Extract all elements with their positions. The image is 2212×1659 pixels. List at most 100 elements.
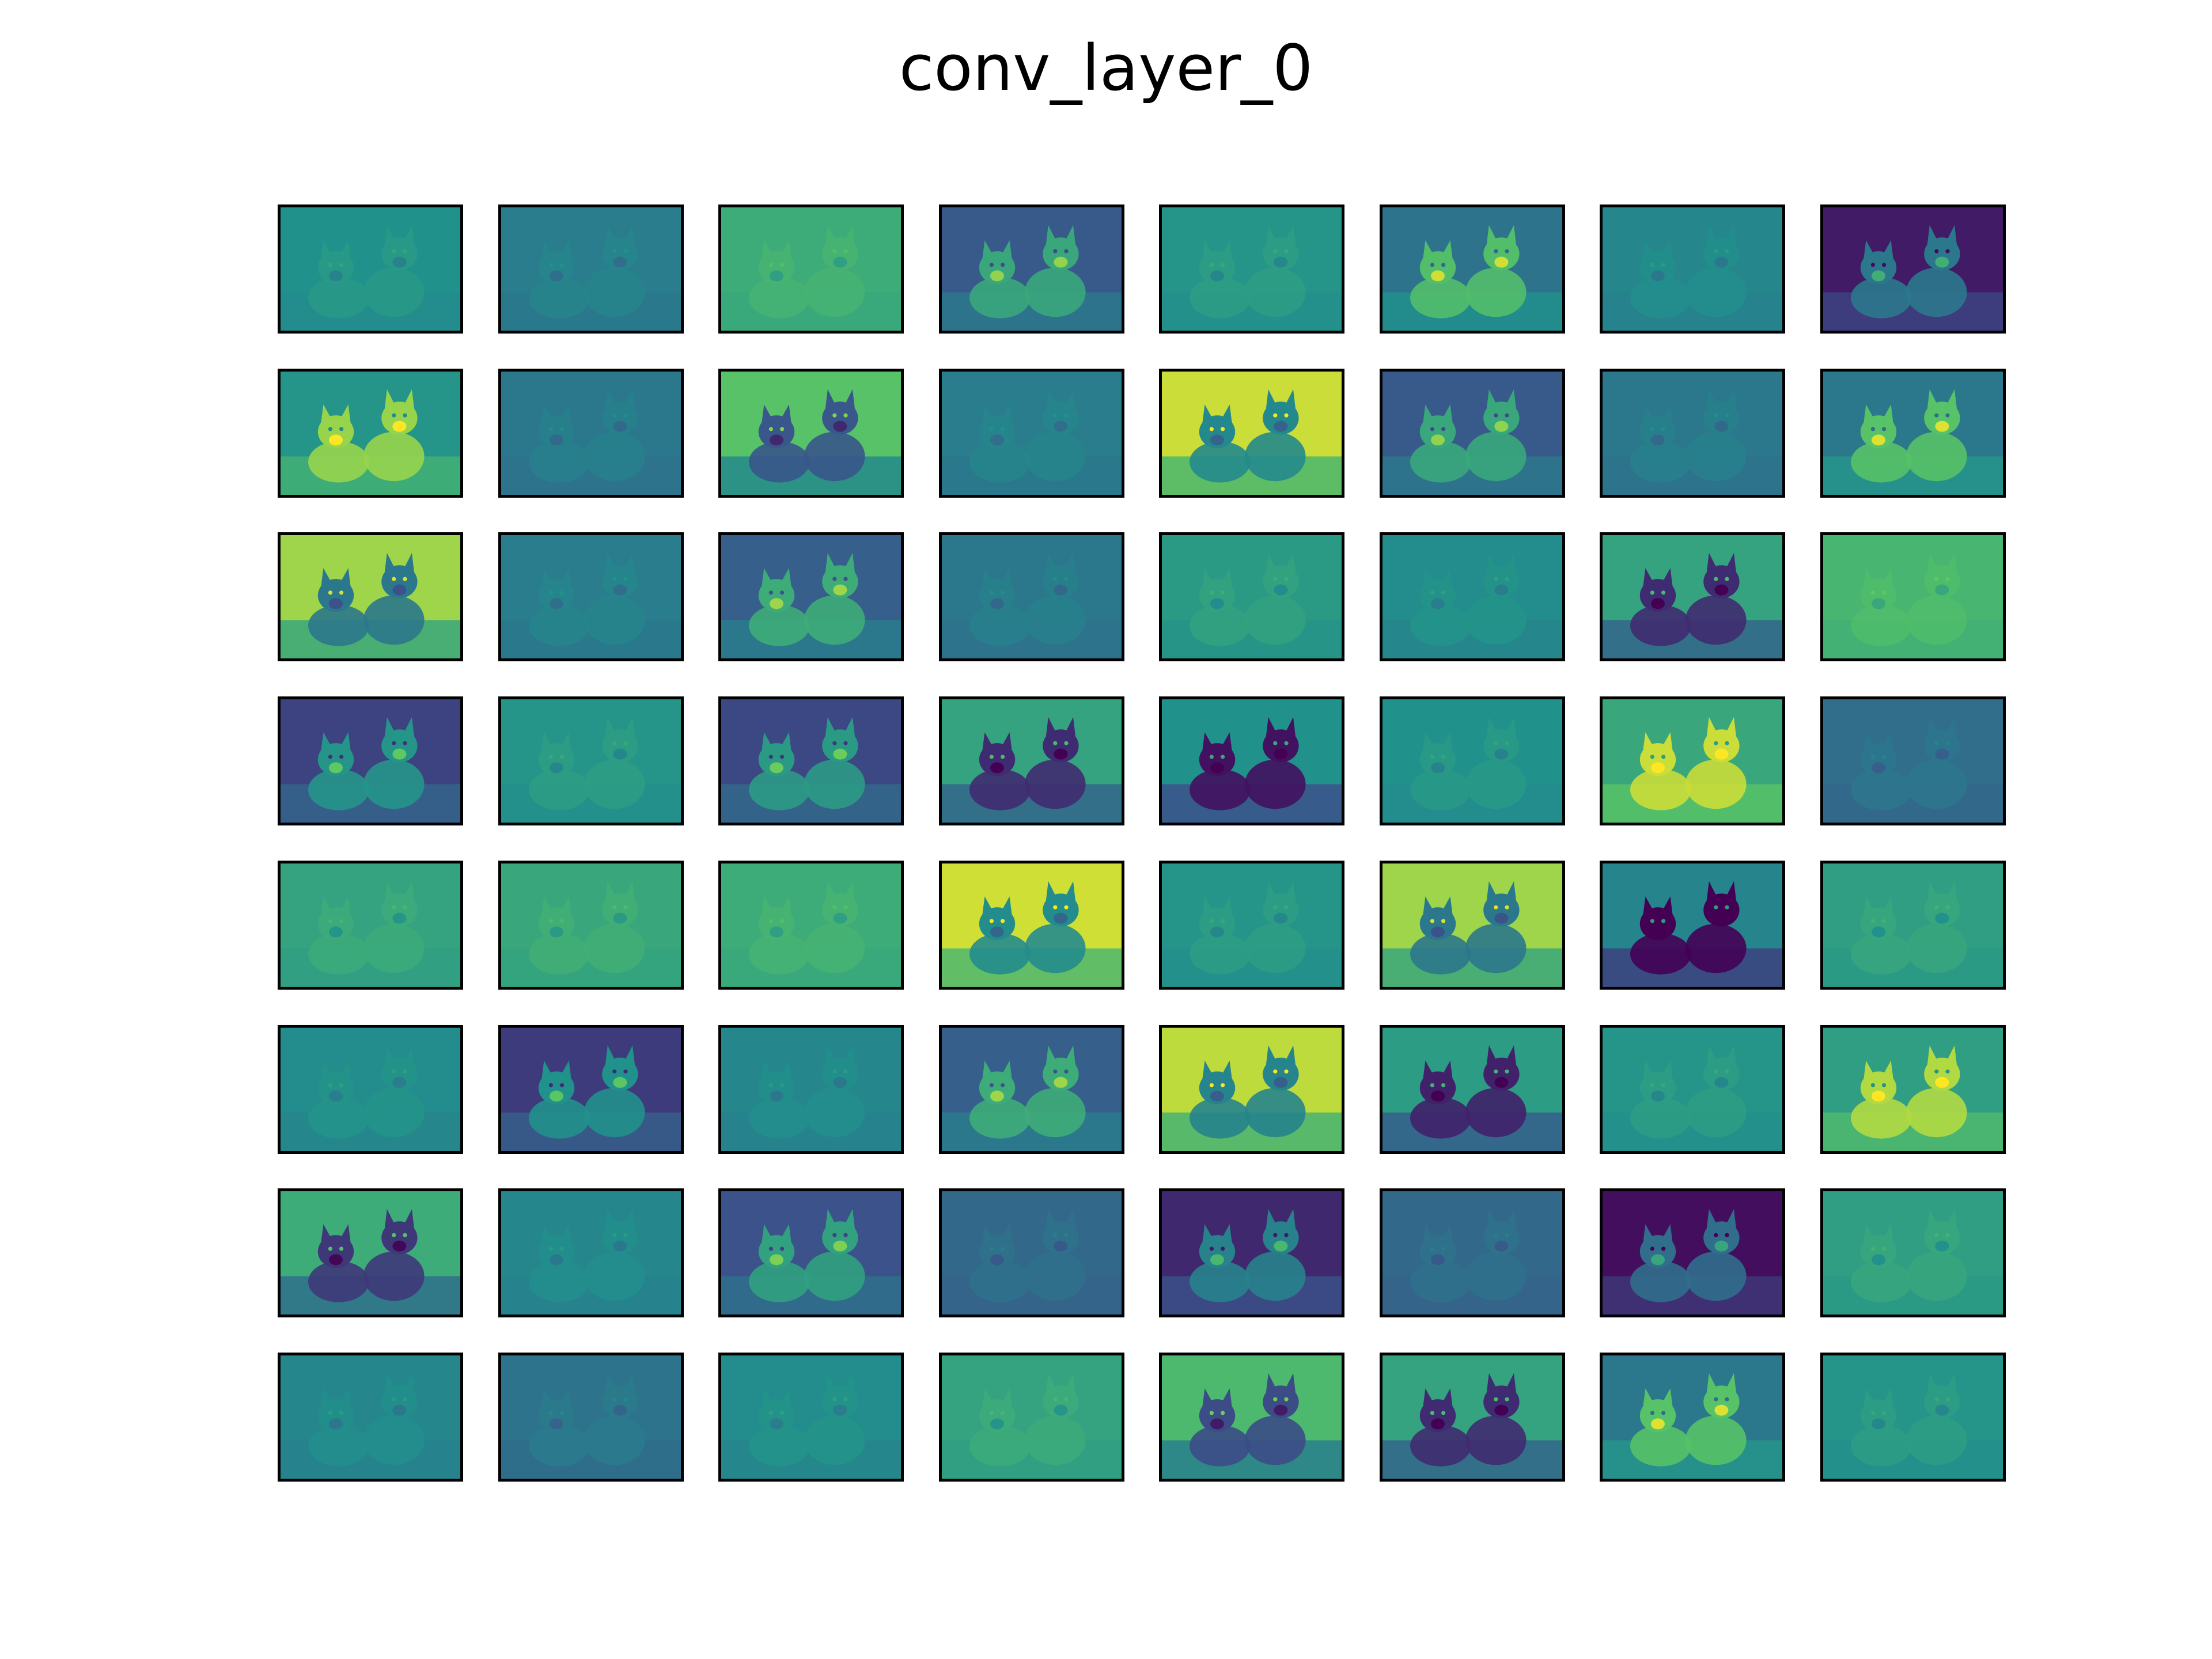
feature-map-image [1823,699,2003,823]
feature-map-image [281,1355,460,1479]
feature-map-14 [1600,369,1785,498]
feature-map-image [1603,372,1782,495]
feature-map-31 [1820,696,2006,825]
feature-map-image [1382,207,1562,331]
feature-map-33 [498,861,684,990]
feature-map-image [1823,863,2003,987]
feature-map-48 [278,1188,463,1317]
feature-map-image [281,1028,460,1151]
feature-map-image [1823,1028,2003,1151]
feature-map-image [281,372,460,495]
feature-map-image [721,1028,901,1151]
feature-map-15 [1820,369,2006,498]
feature-map-35 [939,861,1124,990]
feature-map-image [1603,1355,1782,1479]
feature-map-image [1382,372,1562,495]
feature-map-53 [1380,1188,1565,1317]
feature-map-image [721,207,901,331]
feature-map-24 [278,696,463,825]
feature-map-62 [1600,1353,1785,1482]
feature-map-25 [498,696,684,825]
feature-map-image [721,535,901,658]
feature-map-image [1382,1355,1562,1479]
feature-map-image [1162,863,1342,987]
feature-map-image [281,207,460,331]
feature-map-51 [939,1188,1124,1317]
feature-map-image [942,1191,1122,1315]
feature-map-image [1162,1028,1342,1151]
feature-map-image [501,207,681,331]
feature-map-58 [718,1353,904,1482]
feature-map-23 [1820,532,2006,661]
feature-map-image [501,1028,681,1151]
feature-map-image [1162,1191,1342,1315]
feature-map-5 [1380,204,1565,334]
feature-map-image [942,535,1122,658]
feature-map-image [1162,207,1342,331]
feature-map-image [942,207,1122,331]
feature-map-52 [1159,1188,1344,1317]
feature-map-13 [1380,369,1565,498]
feature-map-22 [1600,532,1785,661]
feature-map-19 [939,532,1124,661]
feature-map-38 [1600,861,1785,990]
feature-map-image [281,699,460,823]
feature-map-49 [498,1188,684,1317]
feature-map-image [1823,207,2003,331]
feature-map-image [1603,863,1782,987]
feature-map-0 [278,204,463,334]
feature-map-39 [1820,861,2006,990]
feature-map-image [1162,699,1342,823]
feature-map-36 [1159,861,1344,990]
feature-map-image [501,699,681,823]
feature-map-image [1603,1191,1782,1315]
feature-map-1 [498,204,684,334]
feature-map-image [1603,699,1782,823]
feature-map-image [281,1191,460,1315]
feature-map-image [501,1191,681,1315]
feature-map-image [281,535,460,658]
feature-map-image [1162,372,1342,495]
feature-map-45 [1380,1025,1565,1154]
feature-map-image [942,699,1122,823]
feature-map-image [1823,1191,2003,1315]
feature-map-37 [1380,861,1565,990]
feature-map-image [1382,699,1562,823]
feature-map-21 [1380,532,1565,661]
feature-map-56 [278,1353,463,1482]
feature-map-27 [939,696,1124,825]
feature-map-57 [498,1353,684,1482]
feature-map-image [1603,207,1782,331]
feature-map-image [721,372,901,495]
feature-map-image [1382,535,1562,658]
feature-map-image [1382,1028,1562,1151]
feature-map-42 [718,1025,904,1154]
feature-map-image [1382,863,1562,987]
feature-map-47 [1820,1025,2006,1154]
feature-map-34 [718,861,904,990]
feature-map-59 [939,1353,1124,1482]
feature-map-image [1382,1191,1562,1315]
feature-map-image [501,1355,681,1479]
feature-map-63 [1820,1353,2006,1482]
feature-map-image [1162,535,1342,658]
feature-map-image [281,863,460,987]
feature-map-20 [1159,532,1344,661]
feature-map-41 [498,1025,684,1154]
feature-map-54 [1600,1188,1785,1317]
feature-map-2 [718,204,904,334]
feature-map-image [942,372,1122,495]
feature-map-30 [1600,696,1785,825]
feature-map-26 [718,696,904,825]
feature-map-6 [1600,204,1785,334]
feature-map-image [1603,535,1782,658]
feature-map-image [721,863,901,987]
feature-map-image [1823,372,2003,495]
feature-map-3 [939,204,1124,334]
feature-map-18 [718,532,904,661]
feature-map-image [721,1355,901,1479]
feature-map-image [721,699,901,823]
feature-map-61 [1380,1353,1565,1482]
feature-map-image [501,372,681,495]
